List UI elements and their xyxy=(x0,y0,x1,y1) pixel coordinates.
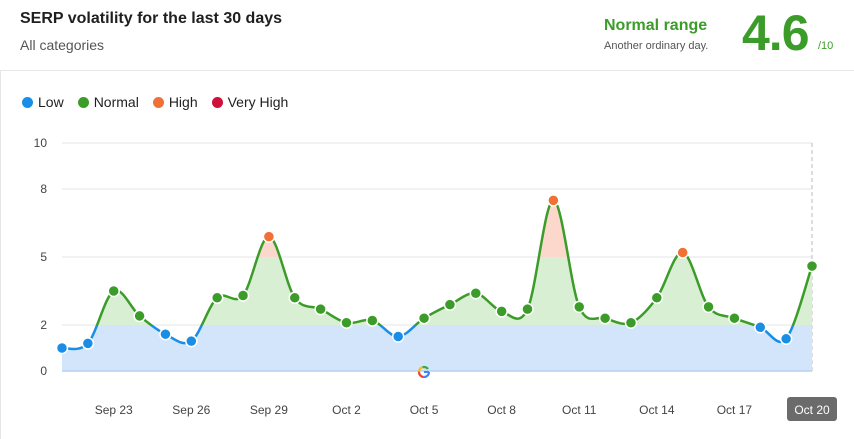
data-point[interactable] xyxy=(650,291,664,305)
legend-dot-normal xyxy=(77,96,89,108)
data-point[interactable] xyxy=(185,334,198,348)
y-tick-label: 5 xyxy=(40,250,47,264)
legend-label-very-high: Very High xyxy=(227,94,289,110)
data-point[interactable] xyxy=(779,332,793,346)
x-tick-highlight xyxy=(787,397,837,421)
data-point[interactable] xyxy=(107,284,120,298)
data-point[interactable] xyxy=(55,341,69,355)
normal-zone-fill xyxy=(97,257,812,325)
x-tick-label: Oct 8 xyxy=(487,403,516,417)
data-point[interactable] xyxy=(495,305,508,318)
legend-dot-high xyxy=(152,96,164,108)
data-point[interactable] xyxy=(547,194,560,207)
legend-label-low: Low xyxy=(38,94,64,110)
x-tick-label: Oct 11 xyxy=(562,403,597,417)
data-point[interactable] xyxy=(805,259,819,273)
google-update-icon[interactable] xyxy=(417,365,431,379)
area-fills xyxy=(62,200,812,372)
data-point[interactable] xyxy=(702,300,715,314)
data-point[interactable] xyxy=(391,330,405,343)
data-point[interactable] xyxy=(521,302,534,316)
data-point[interactable] xyxy=(81,337,95,350)
legend-label-normal: Normal xyxy=(93,94,139,110)
y-tick-label: 2 xyxy=(40,318,47,332)
legend-item-normal[interactable]: Normal xyxy=(77,94,139,110)
data-point[interactable] xyxy=(728,311,741,325)
y-axis-ticks: 0 2 5 8 10 xyxy=(34,136,48,378)
y-tick-label: 0 xyxy=(40,364,47,378)
x-tick-label: Oct 17 xyxy=(717,403,753,417)
category-subtitle[interactable]: All categories xyxy=(20,37,105,53)
data-point[interactable] xyxy=(469,287,483,300)
data-point[interactable] xyxy=(314,302,327,316)
data-point[interactable] xyxy=(159,327,172,341)
data-point[interactable] xyxy=(624,316,638,329)
legend-item-high[interactable]: High xyxy=(152,94,198,110)
data-point[interactable] xyxy=(236,289,250,302)
data-point[interactable] xyxy=(754,321,767,334)
legend-item-very-high[interactable]: Very High xyxy=(211,94,289,110)
x-tick-label: Sep 23 xyxy=(95,403,133,417)
y-tick-label: 10 xyxy=(34,136,48,150)
range-description: Another ordinary day. xyxy=(604,40,709,52)
x-tick-label: Oct 2 xyxy=(332,403,361,417)
data-point[interactable] xyxy=(598,311,612,325)
chart-header: SERP volatility for the last 30 days All… xyxy=(0,0,854,71)
data-point[interactable] xyxy=(366,314,379,327)
data-points[interactable] xyxy=(55,194,819,355)
x-axis-ticks: Sep 23 Sep 26 Sep 29 Oct 2 Oct 5 Oct 8 Oct 11 O… xyxy=(95,397,837,421)
x-tick-label: Sep 29 xyxy=(250,403,288,417)
data-point[interactable] xyxy=(572,300,586,314)
data-point[interactable] xyxy=(262,230,276,243)
panel-border xyxy=(0,70,1,439)
y-tick-label: 8 xyxy=(40,182,47,196)
data-point[interactable] xyxy=(417,311,431,325)
data-point[interactable] xyxy=(443,298,457,311)
legend-dot-very-high xyxy=(211,96,223,108)
data-point[interactable] xyxy=(210,291,224,305)
legend-dot-low xyxy=(22,96,33,108)
score-denominator: /10 xyxy=(818,40,834,52)
data-point[interactable] xyxy=(133,309,146,323)
x-tick-label: Oct 14 xyxy=(639,403,675,417)
data-point[interactable] xyxy=(288,291,302,305)
low-zone-fill xyxy=(62,325,812,371)
legend-label-high: High xyxy=(168,94,198,110)
range-label: Normal range xyxy=(604,17,708,34)
x-tick-label: Oct 20 xyxy=(794,403,830,417)
volatility-score: 4.6 xyxy=(742,5,810,61)
legend-item-low[interactable]: Low xyxy=(22,94,64,110)
data-point[interactable] xyxy=(340,316,353,329)
chart-title: SERP volatility for the last 30 days xyxy=(20,10,283,27)
x-tick-label: Sep 26 xyxy=(172,403,210,417)
legend: Low Normal High Very High xyxy=(22,94,288,110)
x-tick-label: Oct 5 xyxy=(410,403,439,417)
data-point[interactable] xyxy=(676,246,689,259)
